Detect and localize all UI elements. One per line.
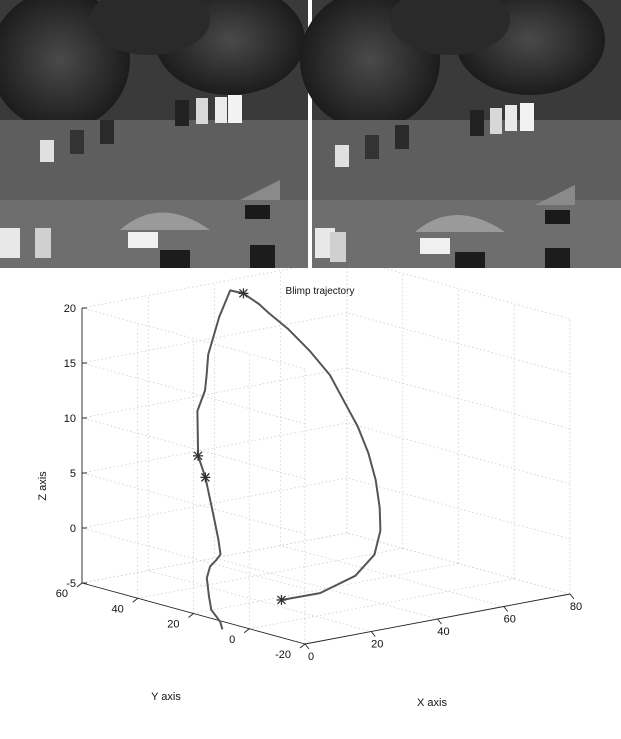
z-tick-label: 10 <box>64 413 76 425</box>
x-tick-mark <box>304 643 310 650</box>
axes-layer <box>81 308 571 645</box>
grid-line <box>193 563 459 614</box>
aerial-view-left <box>0 0 308 268</box>
y-tick-label: 40 <box>112 603 124 615</box>
trajectory-line <box>196 289 382 630</box>
chart-canvas: Blimp trajectory 020406080-200204060-505… <box>37 257 582 709</box>
grid-line <box>346 312 571 375</box>
grid-line <box>346 532 571 595</box>
grid-line <box>81 477 348 529</box>
grid-line <box>346 367 571 430</box>
z-tick-label: 15 <box>64 358 76 370</box>
x-tick-label: 40 <box>437 626 449 638</box>
z-tick-label: 0 <box>70 523 76 535</box>
grid-layer <box>81 257 571 645</box>
chart-title: Blimp trajectory <box>286 286 355 297</box>
grid-line <box>81 307 306 370</box>
x-tick-mark <box>370 631 376 637</box>
y-tick-mark <box>132 597 139 603</box>
trajectory-marker <box>200 472 211 483</box>
z-tick-label: 5 <box>70 468 76 480</box>
y-tick-mark <box>243 628 250 634</box>
grid-line <box>137 547 403 599</box>
trajectory-marker <box>193 450 204 461</box>
y-tick-mark <box>188 613 194 618</box>
grid-line <box>346 422 571 485</box>
x-tick-label: 60 <box>504 614 516 626</box>
aerial-photo-image <box>0 0 621 268</box>
trajectory-chart: Blimp trajectory 0 20 40 60 80 -20 0 20 40 60 -5 0 5… <box>0 257 621 734</box>
grid-line <box>346 477 571 540</box>
x-axis-label: X axis <box>417 697 447 709</box>
x-tick-mark <box>569 593 575 600</box>
aerial-view-right <box>300 0 621 268</box>
trajectory-marker <box>276 594 287 605</box>
grid-line <box>148 570 372 632</box>
x-tick-label: 80 <box>570 601 582 613</box>
z-tick-label: 20 <box>64 303 76 315</box>
y-tick-mark <box>299 643 306 649</box>
grid-line <box>280 545 504 607</box>
grid-line <box>81 422 348 474</box>
grid-line <box>81 472 306 535</box>
y-tick-label: 60 <box>56 588 68 600</box>
y-axis-label: Y axis <box>151 691 181 703</box>
z-axis-label: Z axis <box>37 471 49 501</box>
x-tick-mark <box>503 606 509 612</box>
y-tick-label: 20 <box>167 619 179 631</box>
y-tick-mark <box>76 582 83 588</box>
trajectory-marker <box>238 288 249 299</box>
series-layer <box>193 288 382 630</box>
z-tick-label: -5 <box>66 578 76 590</box>
x-tick-label: 20 <box>371 639 383 651</box>
grid-line <box>81 312 348 364</box>
grid-line <box>81 532 348 584</box>
grid-line <box>214 557 438 620</box>
grid-line <box>249 578 515 630</box>
grid-line <box>81 527 306 590</box>
y-tick-label: -20 <box>275 649 291 661</box>
grid-line <box>81 367 348 419</box>
grid-line <box>81 362 306 425</box>
x-tick-mark <box>437 618 442 625</box>
y-tick-label: 0 <box>229 634 235 646</box>
grid-line <box>81 417 306 480</box>
grid-line <box>346 257 571 320</box>
aerial-photo-strip <box>0 0 621 268</box>
x-tick-label: 0 <box>308 651 314 663</box>
